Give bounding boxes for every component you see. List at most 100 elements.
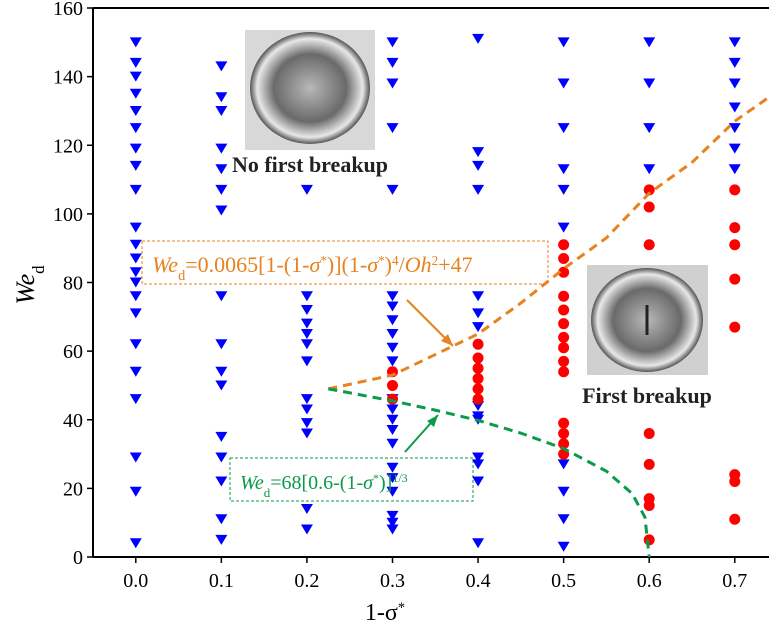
- triangle-point: [386, 329, 398, 339]
- chart: 0204060801001201401600.00.10.20.30.40.50…: [0, 0, 769, 636]
- triangle-point: [301, 305, 313, 315]
- circle-point: [729, 184, 740, 195]
- triangle-point: [130, 161, 142, 171]
- x-tick-label: 0.1: [209, 570, 234, 592]
- triangle-point: [301, 329, 313, 339]
- x-tick-label: 0.2: [294, 570, 319, 592]
- triangle-point: [215, 514, 227, 524]
- triangle-point: [130, 394, 142, 404]
- triangle-point: [386, 415, 398, 425]
- triangle-point: [301, 428, 313, 438]
- text-part: )]: [379, 472, 392, 494]
- circle-point: [558, 291, 569, 302]
- circle-point: [558, 304, 569, 315]
- triangle-point: [130, 267, 142, 277]
- text-part: *: [320, 253, 327, 268]
- triangle-point: [386, 302, 398, 312]
- triangle-point: [130, 538, 142, 548]
- triangle-point: [130, 339, 142, 349]
- triangle-point: [301, 418, 313, 428]
- triangle-point: [729, 37, 741, 47]
- triangle-point: [215, 205, 227, 215]
- triangle-point: [386, 37, 398, 47]
- triangle-point: [472, 161, 484, 171]
- text-part: )](1-: [327, 252, 367, 277]
- circle-point: [729, 514, 740, 525]
- x-tick-label: 0.7: [722, 570, 747, 592]
- text-part: 1-σ: [365, 600, 398, 626]
- triangle-point: [215, 535, 227, 545]
- triangle-point: [215, 164, 227, 174]
- circle-point: [473, 383, 484, 394]
- triangle-point: [729, 103, 741, 113]
- triangle-point: [130, 58, 142, 68]
- circle-point: [558, 332, 569, 343]
- triangle-point: [301, 319, 313, 329]
- triangle-point: [130, 106, 142, 116]
- text-part: =68[0.6-(1-: [270, 472, 363, 494]
- triangle-point: [130, 144, 142, 154]
- triangle-point: [472, 477, 484, 487]
- triangle-point: [729, 58, 741, 68]
- triangle-point: [472, 147, 484, 157]
- triangle-point: [472, 459, 484, 469]
- triangle-point: [558, 185, 570, 195]
- triangle-point: [130, 240, 142, 250]
- triangle-point: [130, 72, 142, 82]
- circle-point: [729, 239, 740, 250]
- triangle-point: [130, 487, 142, 497]
- text-part: 2: [432, 253, 439, 268]
- triangle-point: [558, 542, 570, 552]
- circle-point: [473, 363, 484, 374]
- triangle-point: [130, 253, 142, 263]
- x-tick-label: 0.4: [466, 570, 491, 592]
- text-part: 1/3: [392, 471, 407, 485]
- triangle-point: [558, 487, 570, 497]
- triangle-point: [729, 164, 741, 174]
- triangle-point: [301, 185, 313, 195]
- x-tick-label: 0.5: [551, 570, 576, 592]
- circle-point: [729, 274, 740, 285]
- triangle-point: [215, 92, 227, 102]
- triangle-point: [386, 425, 398, 435]
- x-axis-label: 1-σ*: [365, 600, 405, 626]
- triangle-point: [215, 185, 227, 195]
- triangle-point: [472, 291, 484, 301]
- y-tick-label: 40: [63, 410, 83, 432]
- triangle-point: [729, 144, 741, 154]
- circle-point: [558, 253, 569, 264]
- circle-point: [558, 342, 569, 353]
- triangle-point: [472, 34, 484, 44]
- y-tick-label: 100: [53, 204, 83, 226]
- triangle-point: [130, 278, 142, 288]
- triangle-point: [386, 291, 398, 301]
- triangle-point: [215, 106, 227, 116]
- triangle-point: [301, 504, 313, 514]
- triangle-point: [558, 459, 570, 469]
- triangle-point: [386, 439, 398, 449]
- triangle-point: [643, 37, 655, 47]
- y-tick-label: 160: [53, 0, 83, 20]
- triangle-point: [643, 164, 655, 174]
- triangle-point: [558, 164, 570, 174]
- text-part: +47: [438, 252, 472, 277]
- triangle-point: [386, 343, 398, 353]
- triangle-point: [729, 123, 741, 133]
- triangle-point: [301, 404, 313, 414]
- triangle-point: [130, 185, 142, 195]
- circle-point: [387, 380, 398, 391]
- text-part: *: [378, 253, 385, 268]
- triangle-point: [301, 291, 313, 301]
- triangle-point: [643, 123, 655, 133]
- circle-point: [473, 339, 484, 350]
- text-part: ): [385, 252, 392, 277]
- y-tick-label: 0: [73, 547, 83, 569]
- triangle-point: [643, 78, 655, 88]
- circle-point: [558, 418, 569, 429]
- circle-point: [644, 459, 655, 470]
- triangle-point: [386, 525, 398, 535]
- text-part: =0.0065[1-(1-: [185, 252, 309, 277]
- triangle-point: [130, 223, 142, 233]
- triangle-point: [386, 58, 398, 68]
- circle-point: [644, 428, 655, 439]
